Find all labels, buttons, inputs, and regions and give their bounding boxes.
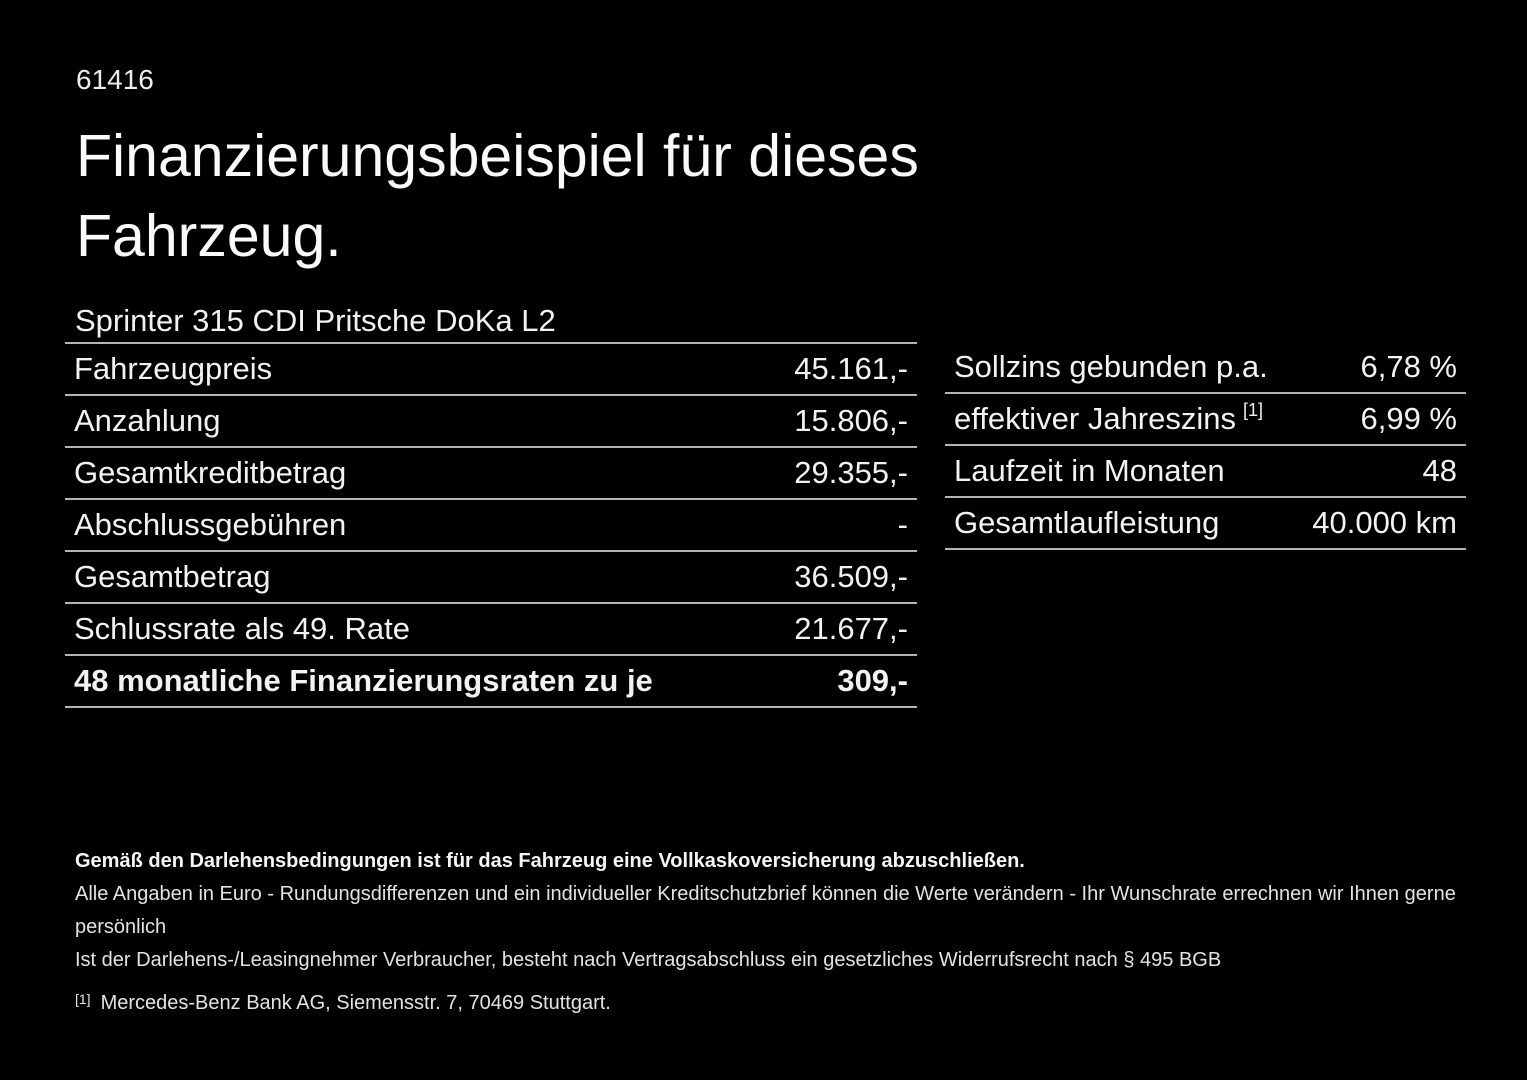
row-value: 6,78 % — [1360, 349, 1457, 384]
row-value: 45.161,- — [794, 351, 908, 386]
finance-table: Fahrzeugpreis 45.161,- Anzahlung 15.806,… — [65, 342, 917, 708]
disclaimer-line: Alle Angaben in Euro - Rundungsdifferenz… — [75, 883, 1456, 938]
legal-footer: Gemäß den Darlehensbedingungen ist für d… — [75, 845, 1465, 1020]
withdrawal-right-line: Ist der Darlehens-/Leasingnehmer Verbrau… — [75, 949, 1222, 971]
page-title: Finanzierungsbeispiel für dieses Fahrzeu… — [76, 116, 919, 276]
table-row-monthly-rate: 48 monatliche Finanzierungsraten zu je 3… — [65, 656, 917, 708]
conditions-table: Sollzins gebunden p.a. 6,78 % effektiver… — [945, 342, 1466, 550]
footnote-marker: [1] — [75, 991, 91, 1007]
row-label: Sollzins gebunden p.a. — [954, 349, 1268, 384]
row-label: effektiver Jahreszins [1] — [954, 399, 1264, 436]
row-value: - — [897, 507, 908, 542]
row-value: 48 — [1422, 453, 1457, 488]
row-label: Anzahlung — [74, 403, 221, 438]
page-title-line1: Finanzierungsbeispiel für dieses — [76, 123, 919, 189]
table-row: Abschlussgebühren - — [65, 500, 917, 552]
table-row: Sollzins gebunden p.a. 6,78 % — [945, 342, 1466, 394]
table-row: Fahrzeugpreis 45.161,- — [65, 344, 917, 396]
table-row: effektiver Jahreszins [1] 6,99 % — [945, 394, 1466, 446]
row-value: 40.000 km — [1312, 505, 1457, 540]
row-label: Gesamtkreditbetrag — [74, 455, 347, 490]
row-value: 36.509,- — [794, 559, 908, 594]
row-label: Gesamtlaufleistung — [954, 505, 1220, 540]
footnote: [1] Mercedes-Benz Bank AG, Siemensstr. 7,… — [75, 983, 1465, 1020]
footnote-reference: [1] — [1243, 399, 1264, 420]
row-value: 29.355,- — [794, 455, 908, 490]
row-value: 21.677,- — [794, 611, 908, 646]
row-label: Fahrzeugpreis — [74, 351, 273, 386]
row-label: Schlussrate als 49. Rate — [74, 611, 411, 646]
document-id: 61416 — [76, 64, 154, 95]
insurance-requirement-line: Gemäß den Darlehensbedingungen ist für d… — [75, 850, 1025, 872]
footnote-text: Mercedes-Benz Bank AG, Siemensstr. 7, 70… — [100, 992, 611, 1014]
table-row: Gesamtlaufleistung 40.000 km — [945, 498, 1466, 550]
table-row: Schlussrate als 49. Rate 21.677,- — [65, 604, 917, 656]
vehicle-name: Sprinter 315 CDI Pritsche DoKa L2 — [75, 303, 556, 338]
row-value: 309,- — [837, 663, 908, 698]
table-row: Anzahlung 15.806,- — [65, 396, 917, 448]
table-row: Gesamtbetrag 36.509,- — [65, 552, 917, 604]
table-row: Laufzeit in Monaten 48 — [945, 446, 1466, 498]
page-title-line2: Fahrzeug. — [76, 203, 342, 269]
row-value: 6,99 % — [1360, 401, 1457, 436]
row-label: Laufzeit in Monaten — [954, 453, 1225, 488]
row-label: 48 monatliche Finanzierungsraten zu je — [74, 663, 653, 698]
row-label: Gesamtbetrag — [74, 559, 271, 594]
table-row: Gesamtkreditbetrag 29.355,- — [65, 448, 917, 500]
row-value: 15.806,- — [794, 403, 908, 438]
row-label: Abschlussgebühren — [74, 507, 347, 542]
